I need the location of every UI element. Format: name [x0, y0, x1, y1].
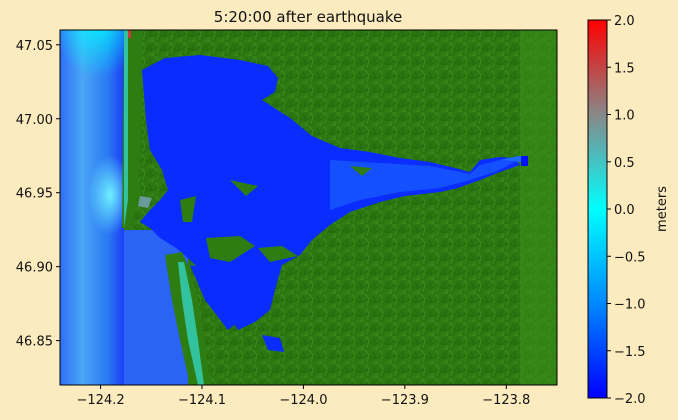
- y-tick-label: 46.95: [16, 187, 53, 202]
- south-inlet: [262, 335, 284, 352]
- colorbar-ticks: 2.0 1.5 1.0 0.5 0.0 −0.5 −1.0 −1.5 −2.0: [607, 14, 646, 407]
- tide-gauge-red: [128, 30, 131, 38]
- bay-island-4: [350, 166, 372, 176]
- land-lowres-strip: [520, 30, 557, 385]
- colorbar-tick-label: −2.0: [614, 392, 646, 407]
- x-tick-label: −124.2: [77, 393, 125, 408]
- plot-frame: [59, 29, 558, 386]
- x-axis: −124.2 −124.1 −124.0 −123.9 −123.8: [77, 385, 530, 408]
- x-tick-label: −123.8: [482, 393, 530, 408]
- colorbar-label: meters: [655, 186, 670, 232]
- south-bay-pocket: [190, 265, 240, 330]
- bay-island-5: [230, 180, 258, 196]
- chart-title: 5:20:00 after earthquake: [214, 8, 402, 26]
- colorbar-tick-label: −1.5: [614, 345, 646, 360]
- colorbar-tick-label: −1.0: [614, 298, 646, 313]
- bay-island-1: [180, 196, 196, 222]
- x-tick-label: −124.0: [279, 393, 327, 408]
- x-tick-label: −123.9: [381, 393, 429, 408]
- offshore-cyan-middle: [88, 155, 132, 235]
- y-tick-label: 47.05: [16, 39, 53, 54]
- y-axis: 46.85 46.90 46.95 47.00 47.05: [16, 39, 60, 350]
- south-spit-cyan: [178, 262, 204, 385]
- bay-island-2: [206, 236, 255, 262]
- y-tick-label: 47.00: [16, 113, 53, 128]
- river-mouth-blip: [521, 156, 528, 166]
- colorbar-gradient: [588, 20, 607, 398]
- colorbar-tick-label: 0.0: [614, 203, 635, 218]
- colorbar-tick-label: 0.5: [614, 156, 635, 171]
- colorbar: 2.0 1.5 1.0 0.5 0.0 −0.5 −1.0 −1.5 −2.0 meters: [587, 14, 670, 407]
- y-tick-label: 46.90: [16, 261, 53, 276]
- colorbar-tick-label: 2.0: [614, 14, 635, 29]
- bay-inner-gradient: [330, 160, 515, 210]
- point-highlight: [138, 196, 152, 208]
- plot-area: [60, 30, 557, 385]
- colorbar-tick-label: 1.0: [614, 109, 635, 124]
- y-tick-label: 46.85: [16, 335, 53, 350]
- spit-cyan-edge: [124, 30, 128, 228]
- colorbar-tick-label: −0.5: [614, 250, 646, 265]
- bay-island-3: [258, 246, 298, 262]
- offshore-cyan-north: [60, 30, 138, 100]
- colorbar-tick-label: 1.5: [614, 61, 635, 76]
- x-tick-label: −124.1: [178, 393, 226, 408]
